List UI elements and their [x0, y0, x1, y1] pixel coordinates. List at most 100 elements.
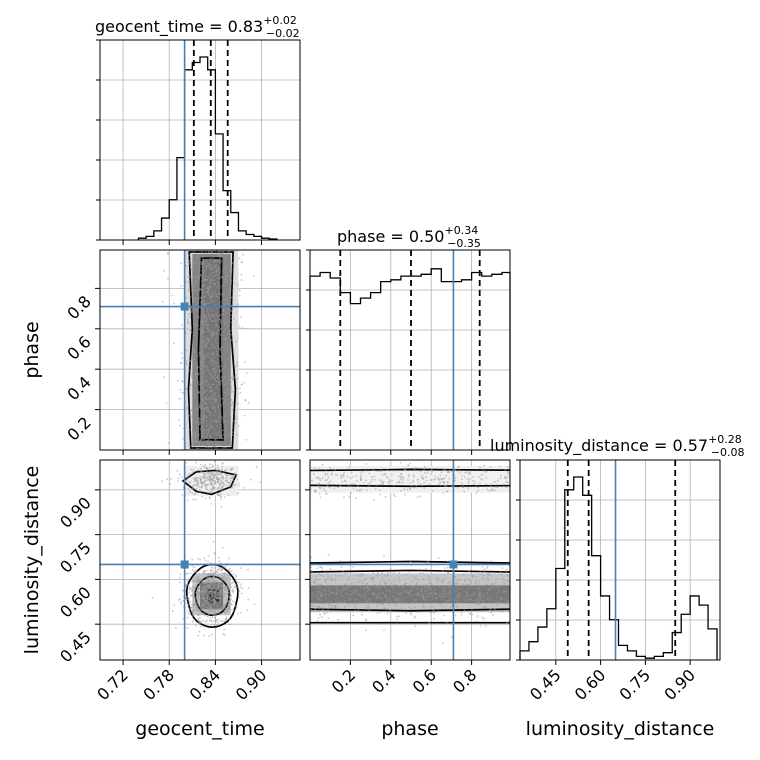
sample-point [474, 593, 477, 596]
sample-point [412, 481, 415, 483]
sample-point [228, 604, 231, 607]
sample-point [483, 568, 486, 571]
sample-point [324, 489, 327, 492]
sample-point [187, 474, 189, 477]
sample-point [233, 585, 236, 588]
sample-point [352, 566, 355, 568]
sample-point [360, 488, 363, 491]
sample-point [209, 413, 212, 416]
sample-point [203, 391, 206, 394]
sample-point [202, 356, 205, 359]
sample-point [429, 569, 432, 571]
sample-point [187, 414, 190, 417]
sample-point [213, 575, 216, 578]
sample-point [187, 572, 189, 575]
sample-point [505, 477, 507, 480]
sample-point [202, 582, 205, 584]
sample-point [400, 475, 403, 478]
sample-point [222, 446, 225, 449]
sample-point [398, 592, 401, 595]
sample-point [335, 586, 338, 589]
sample-point [190, 610, 193, 613]
sample-point [349, 585, 352, 588]
sample-point [179, 388, 182, 391]
sample-point [497, 479, 499, 482]
truth-marker [449, 560, 458, 569]
sample-point [195, 591, 198, 594]
sample-point [221, 593, 223, 596]
sample-point [386, 599, 389, 601]
sample-point [392, 595, 395, 598]
sample-point [404, 468, 407, 471]
sample-point [228, 474, 231, 477]
sample-point [503, 597, 506, 600]
sample-point [224, 571, 227, 574]
sample-point [219, 381, 222, 384]
sample-point [315, 575, 317, 578]
sample-point [186, 328, 189, 331]
sample-point [382, 592, 384, 595]
sample-point [204, 582, 206, 585]
sample-point [379, 611, 382, 613]
sample-point [235, 434, 238, 436]
sample-point [204, 607, 206, 609]
sample-point [216, 584, 219, 587]
sample-point [207, 586, 210, 589]
sample-point [477, 476, 480, 478]
sample-point [439, 593, 442, 596]
sample-point [205, 410, 207, 412]
sample-point [214, 371, 217, 374]
sample-point [205, 599, 207, 602]
sample-point [167, 253, 169, 255]
sample-point [214, 419, 217, 422]
sample-point [180, 602, 182, 605]
sample-point [384, 583, 387, 585]
sample-point [219, 371, 221, 373]
sample-point [206, 302, 208, 305]
sample-point [322, 487, 325, 490]
sample-point [410, 607, 413, 610]
sample-point [173, 604, 176, 607]
sample-point [209, 389, 212, 392]
sample-point [388, 590, 391, 592]
sample-point [314, 579, 317, 582]
sample-point [197, 324, 200, 327]
sample-point [203, 284, 206, 287]
sample-point [200, 276, 203, 278]
sample-point [469, 477, 472, 480]
sample-point [198, 488, 201, 491]
sample-point [202, 634, 205, 637]
sample-point [191, 585, 194, 588]
x-tick-label: 0.2 [328, 665, 359, 696]
sample-point [240, 279, 243, 281]
sample-point [205, 593, 208, 596]
sample-point [227, 591, 230, 594]
sample-point [209, 600, 211, 603]
sample-point [197, 598, 200, 600]
sample-point [221, 465, 223, 468]
sample-point [190, 384, 193, 387]
xlabel-phase: phase [381, 718, 438, 740]
sample-point [463, 490, 465, 493]
sample-point [197, 355, 199, 357]
sample-point [226, 302, 229, 305]
sample-point [195, 498, 197, 501]
sample-point [199, 353, 202, 356]
sample-point [196, 481, 198, 483]
sample-point [398, 597, 400, 600]
sample-point [222, 312, 225, 315]
sample-point [334, 579, 336, 582]
sample-point [198, 328, 201, 331]
sample-point [214, 585, 216, 588]
sample-point [226, 420, 229, 423]
sample-point [211, 290, 214, 292]
sample-point [365, 629, 367, 632]
sample-point [488, 490, 491, 492]
sample-point [469, 597, 472, 600]
sample-point [215, 438, 217, 441]
sample-point [214, 406, 217, 409]
sample-point [366, 582, 368, 585]
sample-point [432, 478, 435, 481]
sample-point [462, 583, 465, 586]
sample-point [448, 585, 451, 588]
